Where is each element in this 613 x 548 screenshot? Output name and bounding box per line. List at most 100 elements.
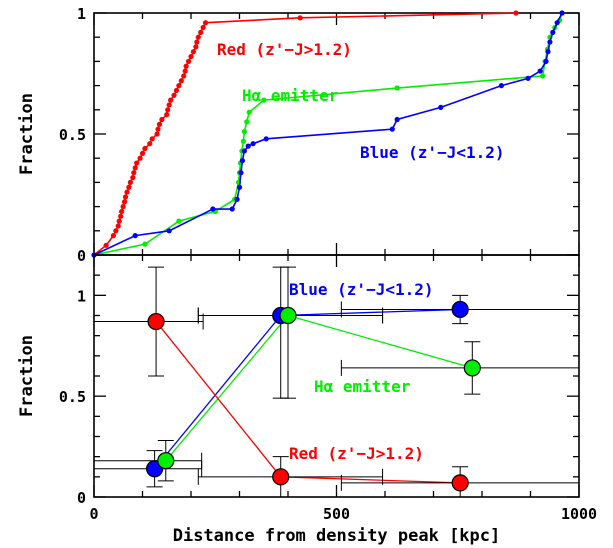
data-point-blue <box>229 206 235 212</box>
data-point-halpha <box>240 138 246 144</box>
data-point-red <box>121 199 128 205</box>
data-point-blue <box>263 136 269 142</box>
annotation-red: Red (z'−J>1.2) <box>289 444 424 463</box>
x-tick-label: 500 <box>323 505 350 523</box>
data-point-red <box>134 160 140 166</box>
data-point-red <box>139 150 146 156</box>
data-point-blue <box>210 206 216 212</box>
data-point-red <box>188 53 194 60</box>
data-point-red <box>185 58 192 64</box>
data-point-blue <box>234 196 240 202</box>
annotation-halpha: Hα emitter <box>314 377 410 396</box>
data-point-halpha <box>244 119 250 125</box>
data-point-red <box>118 213 124 219</box>
data-point-red <box>164 112 170 118</box>
data-point-red <box>130 174 136 181</box>
data-point-blue <box>238 170 244 176</box>
data-point-red <box>142 145 148 152</box>
data-point-blue <box>250 141 256 147</box>
data-point-halpha <box>176 218 182 224</box>
data-point-halpha <box>246 109 252 115</box>
data-point-red <box>176 83 182 89</box>
data-point-red <box>132 165 138 171</box>
data-point-red <box>155 126 161 132</box>
data-point-red <box>116 218 122 224</box>
data-point-red <box>159 116 165 123</box>
data-point-blue <box>543 58 549 64</box>
data-point-blue <box>537 68 543 74</box>
annotation-blue: Blue (z'−J<1.2) <box>289 280 434 299</box>
data-point-red <box>124 189 130 195</box>
data-point-blue <box>438 104 444 110</box>
y-tick-label: 0.5 <box>59 126 86 144</box>
data-point-red <box>137 155 143 161</box>
data-point-blue <box>389 126 395 132</box>
data-point-red <box>131 170 137 176</box>
data-point-red <box>149 136 155 142</box>
y-axis-title: Fraction <box>17 335 37 417</box>
data-point-blue <box>554 20 560 26</box>
data-point-red <box>103 242 109 248</box>
y-axis-title: Fraction <box>17 93 37 175</box>
data-point-red <box>154 131 160 137</box>
data-point-blue <box>550 29 556 35</box>
data-point-red <box>119 208 125 215</box>
x-axis-title: Distance from density peak [kpc] <box>173 526 501 546</box>
data-point-red <box>297 15 303 21</box>
data-point-red <box>198 29 204 35</box>
y-tick-label: 1 <box>77 5 86 23</box>
data-point-red <box>181 73 187 79</box>
data-point-red <box>200 24 206 31</box>
data-point-red <box>182 68 188 74</box>
data-point-halpha <box>142 241 148 247</box>
data-point-red <box>113 228 119 234</box>
data-point-red <box>156 121 163 127</box>
data-point-blue <box>547 39 553 45</box>
y-tick-label: 0 <box>77 489 86 507</box>
data-point-blue <box>132 233 138 239</box>
data-point-red <box>272 468 290 486</box>
data-point-blue <box>166 228 172 234</box>
data-point-blue <box>451 300 469 319</box>
data-point-red <box>115 223 121 229</box>
y-tick-label: 0 <box>77 247 86 265</box>
annotation-red: Red (z'−J>1.2) <box>217 40 352 59</box>
data-point-red <box>193 44 199 50</box>
data-point-red <box>110 233 116 239</box>
data-point-red <box>120 204 126 210</box>
data-point-blue <box>241 148 247 154</box>
data-point-red <box>168 97 174 103</box>
data-point-red <box>127 179 133 185</box>
data-point-red <box>126 184 132 190</box>
data-point-red <box>451 474 469 492</box>
top-panel-cumulative-fraction: 0 0.5 1 Fraction Red (z'−J>1.2) Hα emitter Blu… <box>17 5 580 265</box>
data-point-red <box>173 87 180 94</box>
data-point-blue <box>498 83 504 89</box>
data-point-red <box>183 63 189 69</box>
data-point-red <box>178 78 184 84</box>
data-point-red <box>195 34 201 40</box>
y-tick-label: 0.5 <box>59 388 86 406</box>
annotation-blue: Blue (z'−J<1.2) <box>360 143 505 162</box>
data-point-halpha <box>279 306 297 325</box>
data-point-halpha <box>463 359 481 377</box>
data-point-halpha <box>540 73 546 79</box>
data-point-red <box>194 39 200 45</box>
bottom-panel-fraction-vs-distance: 0 0.5 1 0 500 1000 Distance from density peak … <box>17 254 597 546</box>
annotation-halpha: Hα emitter <box>242 86 338 105</box>
data-point-blue <box>394 116 400 123</box>
y-tick-label: 1 <box>77 287 86 305</box>
data-point-blue <box>545 49 551 55</box>
data-point-red <box>202 20 209 26</box>
data-point-red <box>122 194 129 200</box>
data-point-red <box>165 107 171 113</box>
data-point-blue <box>245 143 251 149</box>
data-point-halpha <box>157 452 175 470</box>
data-point-halpha <box>394 85 400 91</box>
data-point-red <box>166 102 172 108</box>
x-tick-label: 0 <box>89 505 98 523</box>
data-point-blue <box>239 158 246 164</box>
data-point-red <box>147 141 153 147</box>
data-point-red <box>147 312 165 331</box>
x-tick-label: 1000 <box>561 505 597 523</box>
